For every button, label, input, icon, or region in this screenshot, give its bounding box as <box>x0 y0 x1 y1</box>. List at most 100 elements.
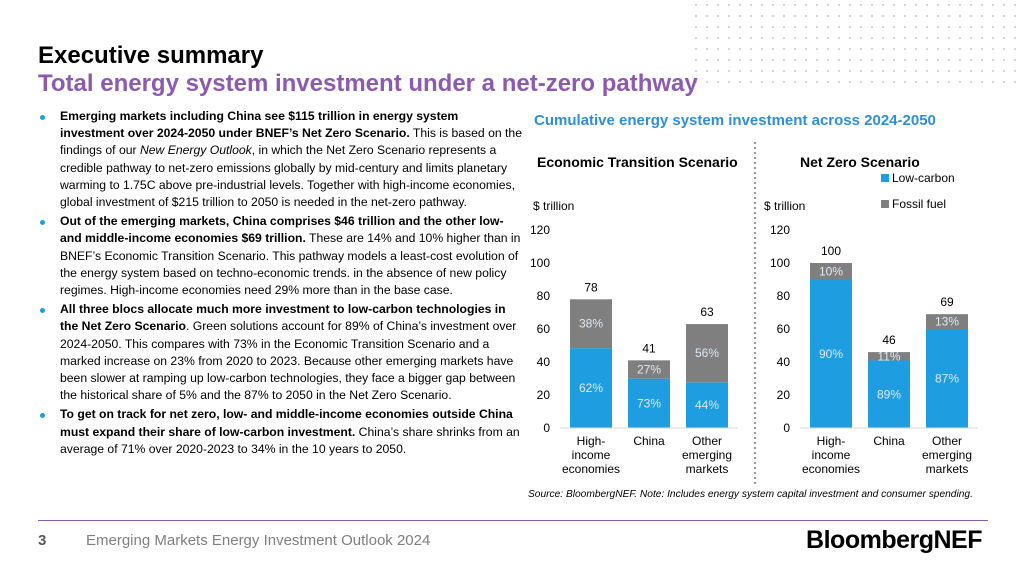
legend-swatch <box>881 174 889 182</box>
decorative-dot <box>859 69 863 73</box>
decorative-dot <box>848 25 852 29</box>
decorative-dot <box>980 80 984 84</box>
decorative-dot <box>705 14 709 18</box>
bar-fossil-fuel <box>868 352 910 361</box>
decorative-dot <box>771 47 775 51</box>
bar-low-carbon <box>868 360 910 428</box>
decorative-dot <box>727 14 731 18</box>
decorative-dot <box>749 3 753 7</box>
bullet-text: This is based on the findings of our <box>60 126 522 158</box>
decorative-dot <box>771 25 775 29</box>
publication-title: Emerging Markets Energy Investment Outlo… <box>86 532 431 549</box>
x-category-label: emerging <box>682 448 732 462</box>
bar-low-carbon <box>686 382 728 428</box>
decorative-dot <box>903 25 907 29</box>
decorative-dot <box>760 80 764 84</box>
bar-share-label: 87% <box>935 372 959 386</box>
decorative-dot <box>848 58 852 62</box>
decorative-dot <box>870 69 874 73</box>
bullet-text: , in which the Net Zero Scenario represe… <box>60 143 516 210</box>
x-category-label: income <box>812 448 851 462</box>
decorative-dot <box>1013 47 1017 51</box>
brand-logo: BloombergNEF <box>806 526 982 554</box>
decorative-dot <box>760 36 764 40</box>
decorative-dot <box>837 58 841 62</box>
decorative-dot <box>980 14 984 18</box>
decorative-dot <box>727 3 731 7</box>
decorative-dot <box>1002 36 1006 40</box>
decorative-dot <box>705 36 709 40</box>
decorative-dot <box>771 80 775 84</box>
decorative-dot <box>947 14 951 18</box>
decorative-dot <box>815 3 819 7</box>
decorative-dot <box>848 14 852 18</box>
decorative-dot <box>738 69 742 73</box>
y-tick-label: 0 <box>783 421 790 435</box>
bar-fossil-fuel <box>628 360 670 379</box>
bullet-text: These are 14% and 10% higher than in BNE… <box>60 231 521 298</box>
decorative-dot <box>870 47 874 51</box>
x-category-label: China <box>873 434 905 448</box>
bar-share-label: 56% <box>695 346 719 360</box>
decorative-dot <box>947 69 951 73</box>
decorative-dot <box>947 3 951 7</box>
decorative-dot <box>936 25 940 29</box>
decorative-dot <box>881 25 885 29</box>
decorative-dot <box>793 14 797 18</box>
decorative-dot <box>749 36 753 40</box>
decorative-dot <box>991 25 995 29</box>
decorative-dot <box>705 69 709 73</box>
y-tick-label: 40 <box>537 355 551 369</box>
decorative-dot <box>991 47 995 51</box>
decorative-dot <box>936 47 940 51</box>
bullet-item: All three blocs allocate much more inves… <box>38 301 522 404</box>
decorative-dot <box>694 36 698 40</box>
decorative-dot <box>914 47 918 51</box>
bar-share-label: 13% <box>935 315 959 329</box>
bullet-dot <box>40 413 45 419</box>
decorative-dot <box>760 14 764 18</box>
decorative-dot <box>848 3 852 7</box>
decorative-dot <box>694 69 698 73</box>
decorative-dot <box>947 47 951 51</box>
decorative-dot <box>815 14 819 18</box>
decorative-dot <box>892 80 896 84</box>
bar-low-carbon <box>628 378 670 428</box>
decorative-dot <box>925 3 929 7</box>
decorative-dot <box>760 3 764 7</box>
decorative-dot <box>991 80 995 84</box>
decorative-dot <box>738 3 742 7</box>
bar-share-label: 44% <box>695 398 719 412</box>
decorative-dot <box>815 25 819 29</box>
decorative-dot <box>848 69 852 73</box>
decorative-dot <box>1002 80 1006 84</box>
decorative-dot <box>738 25 742 29</box>
bar-share-label: 11% <box>877 349 900 363</box>
page-number: 3 <box>38 532 47 549</box>
decorative-dot <box>958 58 962 62</box>
y-axis-unit: $ trillion <box>533 199 574 213</box>
decorative-dot <box>1013 58 1017 62</box>
decorative-dot <box>925 14 929 18</box>
decorative-dot <box>727 36 731 40</box>
y-tick-label: 60 <box>777 322 791 336</box>
decorative-dot <box>903 47 907 51</box>
decorative-dot <box>771 14 775 18</box>
decorative-dot <box>815 69 819 73</box>
decorative-dot <box>826 36 830 40</box>
decorative-dot <box>980 69 984 73</box>
decorative-dot <box>727 25 731 29</box>
decorative-dot <box>793 3 797 7</box>
y-axis-unit: $ trillion <box>764 199 805 213</box>
decorative-dot <box>694 25 698 29</box>
bullet-lead: Emerging markets including China see $11… <box>60 109 459 141</box>
bullet-emphasis: New Energy Outlook <box>139 143 252 158</box>
decorative-dot <box>947 80 951 84</box>
decorative-dot <box>881 69 885 73</box>
decorative-dot <box>716 3 720 7</box>
decorative-dot <box>1002 47 1006 51</box>
decorative-dot <box>837 47 841 51</box>
decorative-dot <box>958 36 962 40</box>
y-tick-label: 120 <box>530 223 550 237</box>
decorative-dot <box>738 58 742 62</box>
